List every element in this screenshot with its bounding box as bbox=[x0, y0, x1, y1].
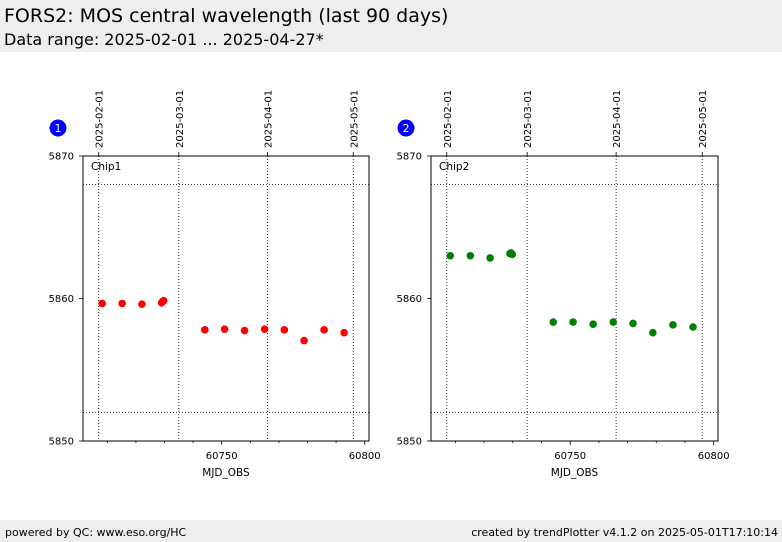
data-point bbox=[649, 328, 657, 337]
y-tick-label: 5860 bbox=[49, 294, 74, 305]
chip-label: Chip2 bbox=[439, 161, 469, 173]
data-point bbox=[569, 318, 577, 326]
report-footer: powered by QC: www.eso.org/HC created by… bbox=[0, 520, 782, 542]
data-point bbox=[300, 336, 308, 345]
data-point bbox=[508, 250, 517, 259]
y-tick-label: 5850 bbox=[49, 437, 74, 448]
plot-number-badge-label: 2 bbox=[403, 122, 410, 135]
plot-number-badge bbox=[397, 119, 415, 137]
plot-number-badge-label: 1 bbox=[55, 122, 62, 135]
x-axis-label: MJD_OBS bbox=[202, 467, 250, 479]
data-point bbox=[549, 318, 558, 326]
plot-frame bbox=[430, 155, 719, 442]
y-tick-label: 5870 bbox=[397, 152, 422, 163]
plot-number-badge bbox=[49, 119, 67, 137]
top-date-tick-label: 2025-03-01 bbox=[175, 90, 186, 148]
x-tick-label: 60800 bbox=[349, 451, 381, 462]
footer-created-by: created by trendPlotter v4.1.2 on 2025-0… bbox=[471, 526, 778, 539]
top-date-tick-label: 2025-04-01 bbox=[263, 90, 274, 148]
data-point bbox=[220, 325, 229, 333]
top-date-tick-label: 2025-02-01 bbox=[95, 90, 106, 148]
data-point bbox=[280, 326, 289, 334]
report-header: FORS2: MOS central wavelength (last 90 d… bbox=[0, 0, 782, 52]
x-tick-label: 60750 bbox=[554, 451, 586, 462]
data-point bbox=[609, 318, 618, 326]
chip-label: Chip1 bbox=[91, 161, 121, 173]
plot-frame bbox=[82, 155, 370, 442]
footer-powered-by: powered by QC: www.eso.org/HC bbox=[5, 526, 187, 539]
data-point bbox=[629, 319, 637, 328]
data-point bbox=[240, 326, 249, 335]
top-date-tick-label: 2025-05-01 bbox=[698, 90, 709, 148]
data-point bbox=[466, 251, 475, 260]
data-point bbox=[669, 321, 677, 329]
data-point bbox=[201, 326, 209, 334]
y-tick-label: 5860 bbox=[397, 294, 422, 305]
y-tick-label: 5850 bbox=[397, 437, 422, 448]
data-point bbox=[446, 251, 455, 260]
data-point bbox=[138, 300, 146, 309]
data-point bbox=[260, 325, 269, 333]
data-range-subtitle: Data range: 2025-02-01 ... 2025-04-27* bbox=[4, 30, 324, 49]
top-date-tick-label: 2025-03-01 bbox=[523, 90, 534, 148]
data-point bbox=[689, 323, 697, 331]
page-title: FORS2: MOS central wavelength (last 90 d… bbox=[4, 5, 449, 27]
x-tick-label: 60750 bbox=[206, 451, 238, 462]
top-date-tick-label: 2025-02-01 bbox=[443, 90, 454, 148]
data-point bbox=[589, 320, 597, 328]
y-tick-label: 5870 bbox=[49, 152, 74, 163]
data-point bbox=[320, 326, 328, 334]
data-point bbox=[118, 299, 126, 308]
data-point bbox=[340, 328, 348, 337]
top-date-tick-label: 2025-05-01 bbox=[349, 90, 360, 148]
data-point bbox=[159, 296, 168, 305]
top-date-tick-label: 2025-04-01 bbox=[612, 90, 623, 148]
x-axis-label: MJD_OBS bbox=[551, 467, 599, 479]
data-point bbox=[486, 254, 494, 262]
x-tick-label: 60800 bbox=[698, 451, 730, 462]
data-point bbox=[98, 299, 106, 308]
